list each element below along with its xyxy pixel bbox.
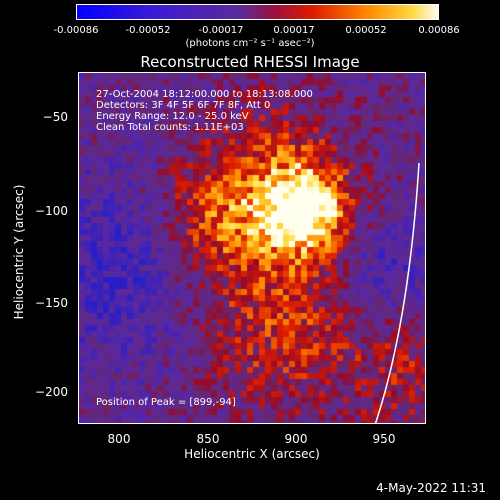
x-tick-label: 850 — [196, 432, 220, 446]
colorbar-tick-label: -0.00017 — [198, 25, 244, 36]
x-tick-label: 950 — [372, 432, 396, 446]
y-tick-label: −200 — [35, 385, 68, 399]
x-axis-label: Heliocentric X (arcsec) — [184, 447, 320, 461]
colorbar-tick-label: -0.00086 — [53, 25, 99, 36]
colorbar-tick-label: 0.00052 — [345, 25, 387, 36]
y-axis-label: Heliocentric Y (arcsec) — [12, 184, 26, 320]
info-time: 27-Oct-2004 18:12:00.000 to 18:13:08.000 — [96, 89, 313, 100]
limb-curve — [374, 162, 420, 423]
image-title: Reconstructed RHESSI Image — [140, 53, 360, 71]
heatmap-image — [79, 73, 425, 423]
colorbar-unit: (photons cm⁻² s⁻¹ asec⁻²) — [185, 38, 315, 49]
y-tick-label: −50 — [42, 110, 68, 124]
colorbar-tick-label: 0.00086 — [418, 25, 460, 36]
info-detectors: Detectors: 3F 4F 5F 6F 7F 8F, Att 0 — [96, 100, 271, 111]
x-tick-label: 900 — [284, 432, 308, 446]
info-energy: Energy Range: 12.0 - 25.0 keV — [96, 111, 249, 122]
y-tick-label: −100 — [35, 204, 68, 218]
y-tick-label: −150 — [35, 296, 68, 310]
colorbar-tick-label: 0.00017 — [273, 25, 315, 36]
timestamp: 4-May-2022 11:31 — [376, 481, 486, 495]
image-plot: 27-Oct-2004 18:12:00.000 to 18:13:08.000… — [78, 72, 426, 424]
info-clean: Clean Total counts: 1.11E+03 — [96, 122, 244, 133]
peak-position: Position of Peak = [899,-94] — [96, 397, 236, 408]
colorbar — [76, 4, 439, 20]
colorbar-tick-label: -0.00052 — [125, 25, 171, 36]
x-tick-label: 800 — [107, 432, 131, 446]
